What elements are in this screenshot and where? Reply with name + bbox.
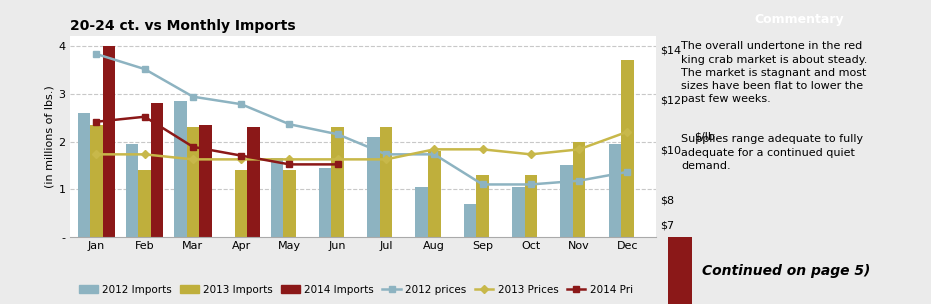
Bar [139, 170, 151, 237]
Bar [380, 127, 392, 237]
Bar [77, 113, 90, 237]
Y-axis label: $/lb.: $/lb. [695, 132, 719, 142]
Bar [271, 158, 283, 237]
Text: 20-24 ct. vs Monthly Imports: 20-24 ct. vs Monthly Imports [70, 19, 295, 33]
Bar [428, 151, 440, 237]
Bar [248, 127, 260, 237]
Bar [90, 125, 102, 237]
Bar [668, 237, 692, 304]
Bar [186, 127, 199, 237]
Bar [621, 60, 634, 237]
Y-axis label: (in millions of lbs.): (in millions of lbs.) [45, 85, 54, 188]
Bar [464, 204, 477, 237]
Bar [126, 144, 139, 237]
Bar [319, 168, 331, 237]
Bar [560, 165, 573, 237]
Bar [367, 137, 380, 237]
Bar [573, 142, 586, 237]
Bar [174, 101, 186, 237]
Bar [151, 103, 164, 237]
Bar [512, 187, 524, 237]
Text: Commentary: Commentary [754, 13, 843, 26]
Legend: 2012 Imports, 2013 Imports, 2014 Imports, 2012 prices, 2013 Prices, 2014 Pri: 2012 Imports, 2013 Imports, 2014 Imports… [75, 281, 637, 299]
Text: Continued on page 5): Continued on page 5) [702, 264, 870, 278]
Text: The overall undertone in the red
king crab market is about steady.
The market is: The overall undertone in the red king cr… [681, 41, 868, 104]
Bar [415, 187, 428, 237]
Bar [199, 125, 211, 237]
Bar [283, 170, 296, 237]
Bar [524, 175, 537, 237]
Bar [331, 127, 344, 237]
Bar [609, 144, 621, 237]
Text: Supplies range adequate to fully
adequate for a continued quiet
demand.: Supplies range adequate to fully adequat… [681, 134, 864, 171]
Bar [102, 46, 115, 237]
Bar [477, 175, 489, 237]
Bar [235, 170, 248, 237]
